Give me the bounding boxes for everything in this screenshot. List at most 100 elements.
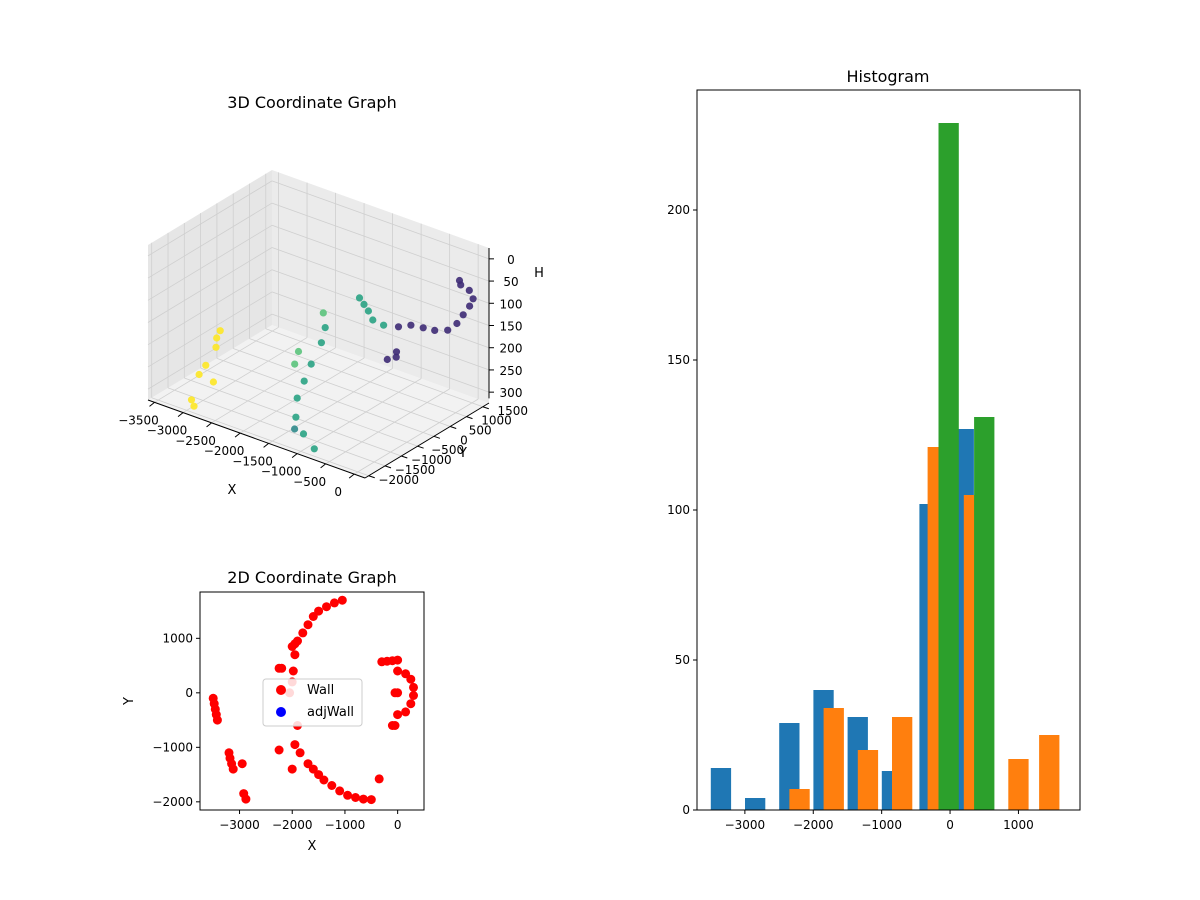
point-3d [360,300,368,308]
x-tick-label: 0 [394,818,402,832]
point-3d [300,377,308,385]
point-wall [319,775,329,785]
y-tick-label: −1000 [152,740,193,754]
point-wall [393,655,403,665]
x-tick [206,422,212,428]
point-wall [228,764,238,774]
x-tick-label: −500 [293,475,326,489]
point-3d [392,348,401,356]
y-tick [433,435,441,439]
grid-floor-y [167,387,386,467]
point-wall [290,650,300,660]
point-wall [274,745,284,755]
x-tick-label: 0 [334,485,342,499]
point-3d [419,324,427,332]
point-wall [237,759,247,769]
y-tick-label: 100 [667,503,690,517]
point-wall [366,795,376,805]
point-3d [383,355,391,364]
y-tick-label: 0 [460,433,468,447]
y-tick-label: −2000 [152,795,193,809]
chart-2d-ticks: −3000 −2000 −1000 0 −2000 −1000 0 1000 [152,631,401,832]
point-wall [295,748,305,758]
grid-side-z [147,202,273,279]
point-wall [337,595,347,605]
histogram-frame [696,89,1081,811]
legend-adjwall-marker [276,707,286,717]
point-3d [292,413,300,421]
point-3d [202,361,210,369]
point-3d [212,343,220,351]
x-tick-label: −1500 [232,454,273,468]
point-3d [465,286,473,294]
grid-back-z [271,247,490,326]
histogram-bar [1008,759,1029,810]
point-3d [209,378,217,386]
grid-floor-x [154,326,279,403]
point-wall [303,620,313,630]
point-3d [291,425,299,433]
point-wall [393,688,403,698]
legend-wall-marker [276,685,286,695]
grid-back-z [271,291,490,371]
y-tick-label: 1000 [481,414,512,428]
z-tick-label: 100 [500,297,523,311]
point-wall [409,682,418,692]
z-tick-label: 50 [503,275,518,289]
z-tick-label: 0 [507,253,515,267]
x-tick [149,401,155,407]
x-tick-label: −1000 [861,818,902,832]
point-wall [277,663,287,673]
point-wall [401,707,411,717]
x-tick-label: −3000 [219,818,260,832]
point-3d [431,326,439,334]
legend-wall-label: Wall [307,683,334,698]
x-tick-label: 1000 [1003,818,1034,832]
grid-floor-y [200,367,418,447]
point-3d [469,295,477,303]
y-tick-label: 1500 [498,404,529,418]
point-wall [351,793,360,802]
point-wall [327,781,337,790]
point-3d [299,430,308,438]
chart-3d-title: 3D Coordinate Graph [227,93,396,112]
chart-3d: 3D Coordinate Graph −3500−3000−2500−2000… [118,93,544,499]
grid-back-z [271,313,490,393]
point-wall [212,715,222,725]
grid-side-z [147,269,273,346]
point-wall [406,674,416,684]
point-wall [390,721,400,730]
grid-floor-x [268,368,393,444]
point-3d [317,339,325,347]
grid-back-z [271,202,490,282]
chart-2d-ylabel: Y [122,697,137,706]
point-3d [392,353,400,361]
histogram-bar [1039,735,1060,810]
point-wall [287,764,297,774]
y-tick-label: 150 [667,353,690,367]
point-wall [322,602,331,612]
y-tick-label: −1000 [411,453,452,467]
grid-back-z [271,269,490,349]
chart-3d-grid [147,172,490,477]
histogram-bar [710,768,732,810]
point-wall [293,636,302,646]
legend-box [262,678,363,727]
y-tick-label: −1500 [395,463,436,477]
point-3d [294,347,303,356]
point-wall [314,606,324,616]
point-3d [213,334,221,342]
y-tick [450,425,457,429]
point-wall [298,628,308,638]
point-3d [407,321,415,329]
grid-floor-x [353,398,479,475]
x-tick-label: −2500 [175,434,216,448]
x-tick-label: −2000 [204,444,245,458]
x-tick [234,432,241,438]
point-wall [241,794,251,804]
grid-floor-x [325,388,450,465]
point-3d [190,402,198,410]
legend-adjwall-label: adjWall [307,705,354,720]
grid-side-z [147,224,273,301]
